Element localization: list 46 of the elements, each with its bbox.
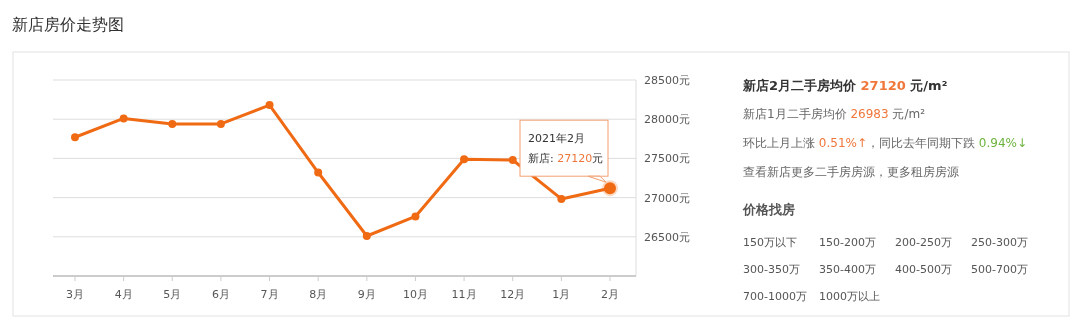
x-tick-label: 6月 — [211, 288, 230, 301]
y-tick-label: 27500元 — [644, 152, 690, 166]
chart-title: 新店房价走势图 — [12, 15, 124, 34]
y-tick-label: 27000元 — [644, 191, 690, 205]
x-tick-label: 12月 — [500, 288, 526, 301]
text: 700-1000万 — [743, 290, 807, 303]
text: 环比上月上涨 0.51%↑，同比去年同期下跌 0.94%↓ — [743, 136, 1028, 150]
y-tick-label: 28000元 — [644, 113, 690, 127]
point — [216, 119, 225, 128]
text: 价格找房 — [742, 202, 795, 217]
text: 300-350万 — [743, 263, 800, 276]
y-tick-label: 28500元 — [644, 74, 690, 87]
point — [508, 155, 517, 164]
point — [119, 114, 128, 123]
annotation: 2021年2月 — [528, 132, 585, 146]
text: 150万以下 — [743, 236, 797, 249]
x-tick-label: 10月 — [402, 288, 428, 301]
point — [460, 155, 469, 164]
text: 350-400万 — [819, 263, 876, 276]
text: 新店1月二手房均价 26983 元/m² — [743, 107, 926, 121]
x-tick-label: 1月 — [552, 288, 571, 301]
text: 新店2月二手房均价 27120 元/m² — [742, 78, 948, 93]
point — [71, 133, 79, 142]
text: 500-700万 — [971, 263, 1028, 276]
x-tick-label: 3月 — [66, 288, 84, 301]
x-tick-label: 2月 — [601, 288, 619, 301]
x-tick-label: 7月 — [260, 288, 279, 301]
point — [411, 212, 420, 221]
text: 200-250万 — [895, 236, 952, 249]
point — [265, 101, 274, 110]
x-tick-label: 8月 — [309, 288, 328, 301]
text: 250-300万 — [971, 236, 1028, 249]
y-tick-label: 26500元 — [644, 230, 690, 244]
text: 查看新店更多二手房房源，更多租房房源 — [743, 165, 959, 179]
x-tick-label: 11月 — [451, 288, 477, 301]
text: 400-500万 — [895, 263, 952, 276]
annotation: 新店: 27120元 — [528, 152, 604, 166]
point — [362, 232, 371, 241]
text: 150-200万 — [819, 236, 876, 249]
x-tick-label: 4月 — [114, 288, 133, 301]
x-tick-label: 5月 — [163, 288, 182, 301]
text: 1000万以上 — [819, 290, 880, 303]
point — [557, 194, 566, 203]
x-tick-label: 9月 — [357, 288, 376, 301]
point — [314, 168, 323, 177]
point — [168, 119, 177, 128]
